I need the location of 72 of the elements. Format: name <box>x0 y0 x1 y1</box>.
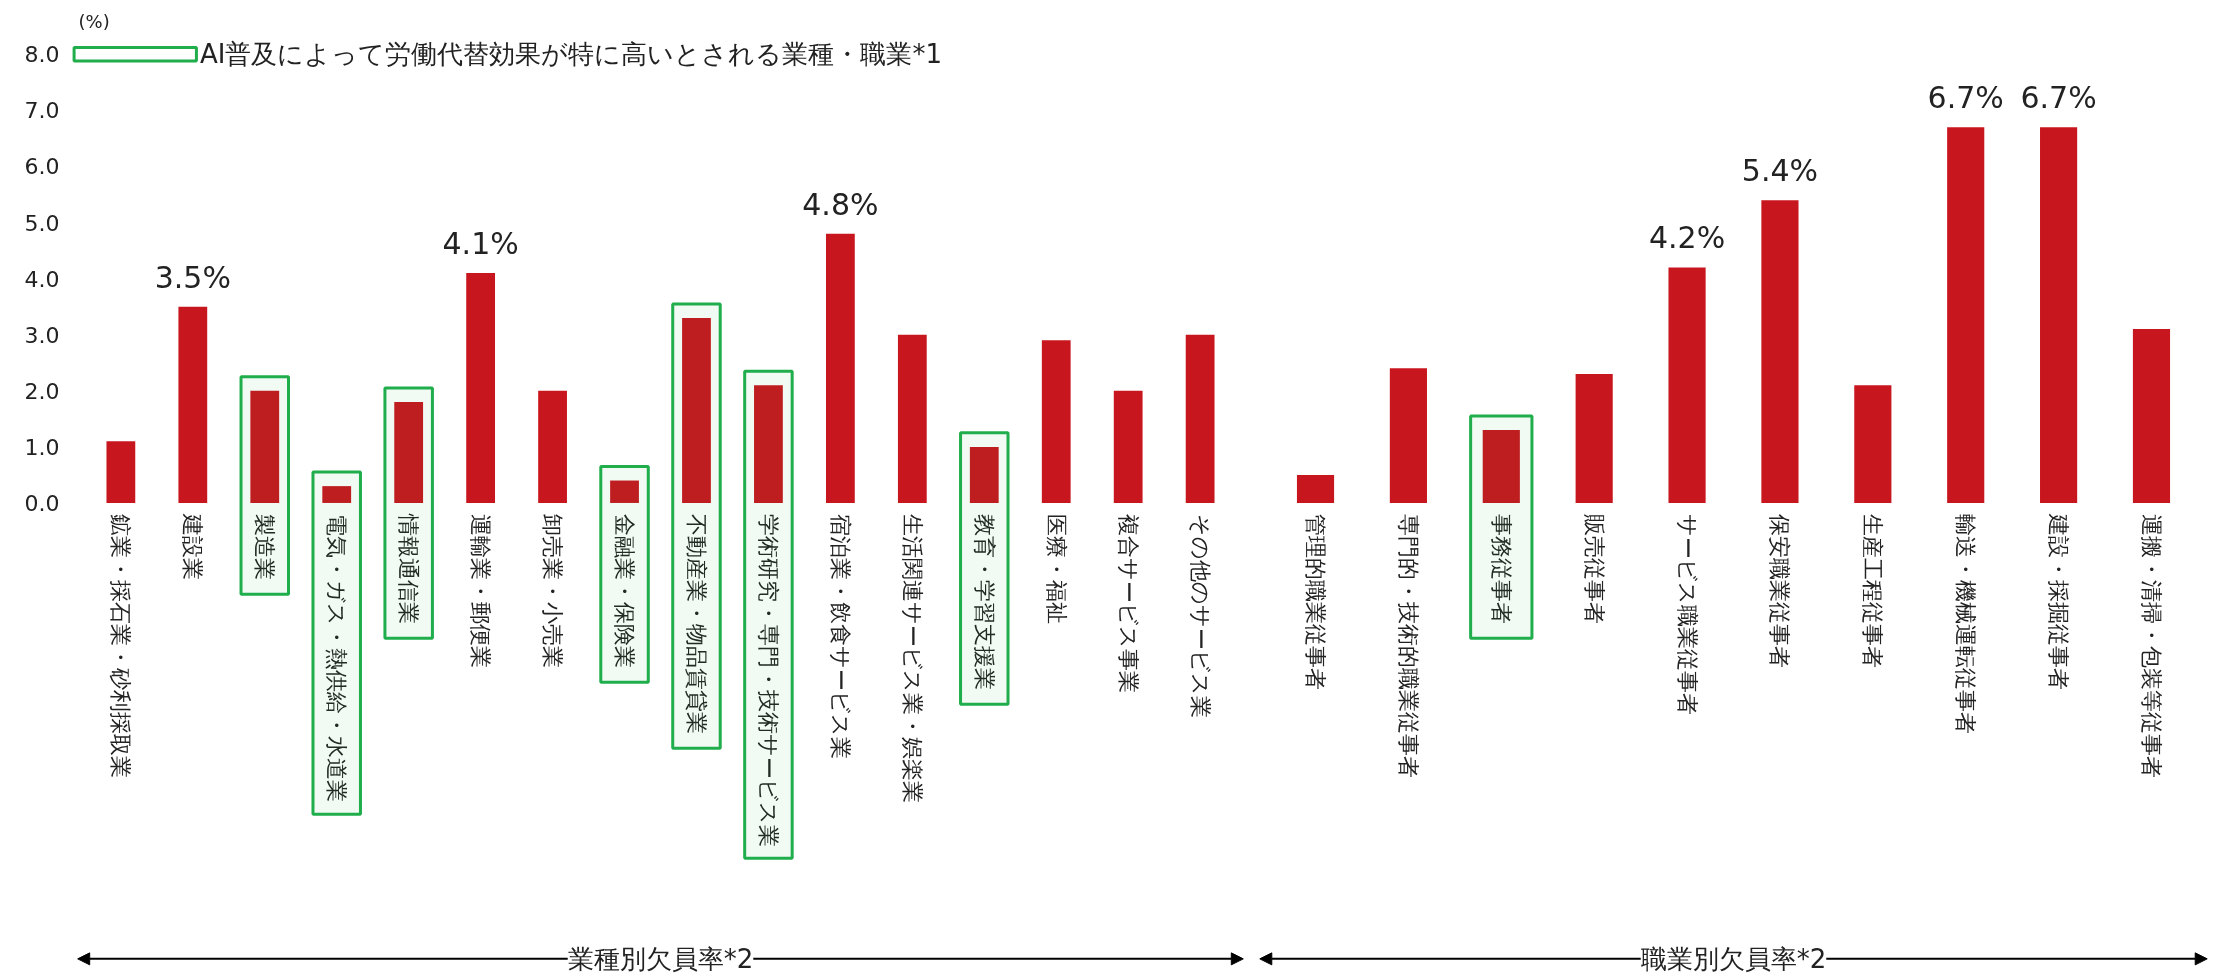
x-tick-label: 輸送・機械運転従事者 <box>1953 514 1979 735</box>
bar <box>106 441 136 503</box>
bar <box>1041 340 1071 503</box>
x-tick-label: 製造業 <box>252 514 278 581</box>
bar <box>1185 334 1215 503</box>
x-tick-label: 情報通信業 <box>396 513 422 625</box>
data-label: 4.1% <box>442 226 519 262</box>
y-tick-label: 1.0 <box>24 434 60 460</box>
x-tick-label: 保安職業従事者 <box>1767 514 1793 669</box>
x-tick-label: サービス職業従事者 <box>1674 514 1700 716</box>
y-tick-label: 2.0 <box>24 378 60 404</box>
bar <box>2040 127 2078 503</box>
y-axis-title: (%) <box>78 11 110 33</box>
x-tick-label: 運搬・清掃・包装等従事者 <box>2138 514 2164 779</box>
x-tick-label: 卸売業・小売業 <box>540 514 566 669</box>
x-tick-label: 電気・ガス・熱供給・水道業 <box>324 514 350 803</box>
bar <box>1575 373 1613 503</box>
bar <box>1389 368 1427 503</box>
data-label: 6.7% <box>2020 80 2097 116</box>
x-tick-label: 生活関連サービス業・娯楽業 <box>899 514 925 804</box>
data-label: 4.8% <box>802 186 879 222</box>
bar <box>610 480 639 503</box>
x-tick-label: 事務従事者 <box>1488 514 1514 625</box>
y-tick-label: 4.0 <box>24 266 60 292</box>
x-tick-label: 販売従事者 <box>1581 514 1607 625</box>
bar <box>1296 474 1335 503</box>
x-tick-label: 建設業 <box>180 513 206 581</box>
y-tick-label: 5.0 <box>24 210 60 236</box>
x-tick-label: その他のサービス業 <box>1187 514 1213 719</box>
data-label: 3.5% <box>154 259 231 295</box>
bar <box>682 317 711 503</box>
x-tick-label: 生産工程従事者 <box>1860 514 1886 669</box>
legend-label: AI普及によって労働代替効果が特に高いとされる業種・職業*1 <box>200 39 943 70</box>
bar <box>538 390 567 503</box>
y-tick-label: 0.0 <box>24 490 60 516</box>
data-label: 4.2% <box>1648 220 1726 256</box>
bar <box>466 273 496 503</box>
bar <box>1113 390 1143 503</box>
x-tick-label: 金融業・保険業 <box>612 514 638 669</box>
x-tick-label: 教育・学習支援業 <box>971 514 997 691</box>
bar <box>1668 267 1706 503</box>
y-tick-label: 7.0 <box>24 98 60 124</box>
bar <box>178 306 208 503</box>
x-tick-label: 医療・福祉 <box>1043 514 1069 625</box>
bar <box>1761 200 1799 503</box>
x-tick-label: 管理的職業従事者 <box>1303 514 1329 691</box>
x-tick-label: 鉱業・採石業・砂利採取業 <box>108 514 134 779</box>
bar <box>322 486 352 503</box>
bar <box>394 402 424 503</box>
bar <box>250 390 280 503</box>
x-axis-title: 職業別欠員率*2 <box>1640 943 1827 974</box>
x-tick-label: 宿泊業・飲食サービス業 <box>827 514 853 760</box>
bar <box>897 334 927 503</box>
bar <box>1947 127 1985 503</box>
x-tick-label: 専門的・技術的職業従事者 <box>1395 514 1421 779</box>
y-tick-label: 3.0 <box>24 322 60 348</box>
bar <box>754 385 783 503</box>
x-tick-label: 建設・採掘従事者 <box>2046 513 2072 691</box>
bar <box>1854 385 1892 503</box>
bar <box>825 233 855 503</box>
bar <box>1482 430 1520 503</box>
bar <box>2132 329 2171 503</box>
y-tick-label: 8.0 <box>24 42 60 68</box>
x-axis-title: 業種別欠員率*2 <box>567 943 754 974</box>
data-label: 6.7% <box>1927 80 2004 116</box>
y-tick-label: 6.0 <box>24 154 60 180</box>
bar <box>969 446 999 503</box>
x-tick-label: 不動産業・物品賃貸業 <box>683 514 709 735</box>
x-tick-label: 運輸業・郵便業 <box>468 514 494 669</box>
x-tick-label: 学術研究・専門・技術サービス業 <box>755 514 781 848</box>
data-label: 5.4% <box>1741 153 1819 189</box>
x-tick-label: 複合サービス事業 <box>1115 514 1141 694</box>
